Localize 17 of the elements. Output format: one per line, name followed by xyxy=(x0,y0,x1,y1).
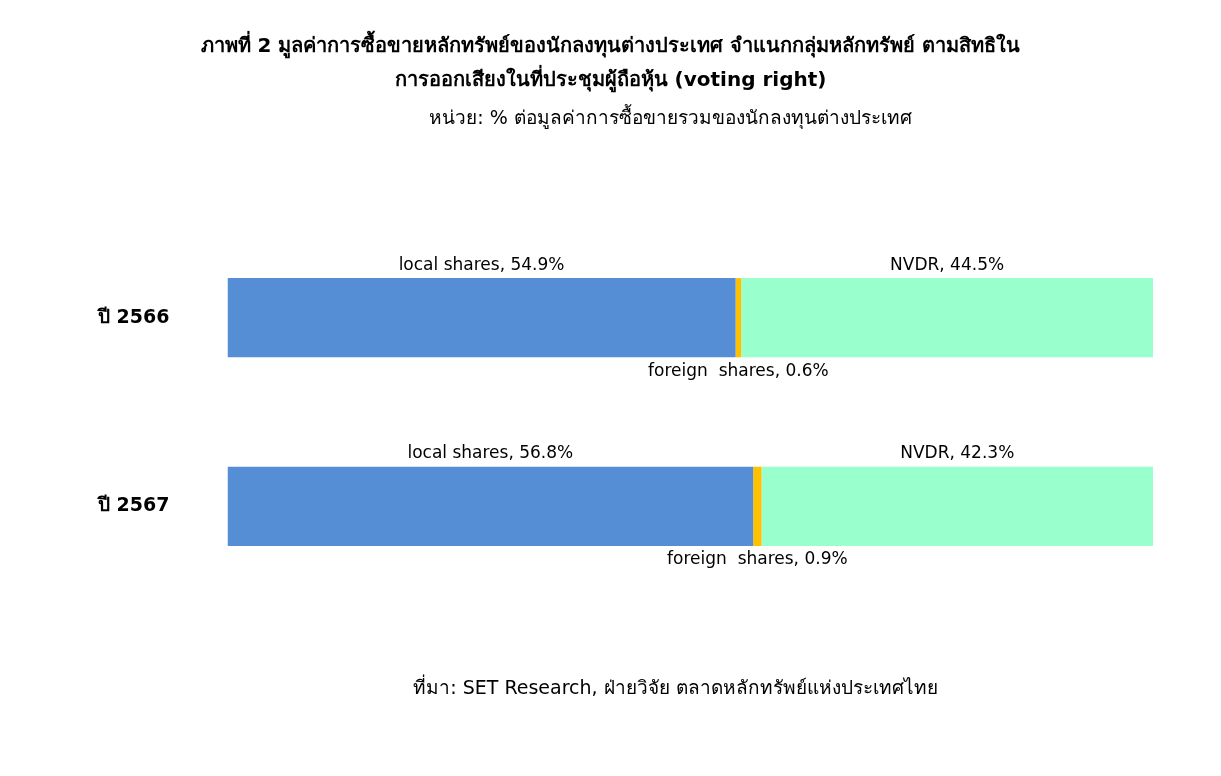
chart-subtitle: หน่วย: % ต่อมูลค่าการซื้อขายรวมของนักลงทุนต่างประเทศ xyxy=(428,103,913,131)
bar xyxy=(753,466,762,546)
data-label: local shares, 56.8% xyxy=(407,442,574,463)
chart-title: ภาพที่ 2 มูลค่าการซื้อขายหลักทรัพย์ของนักลงทุนต่างประเทศ จำแนกกลุ่มหลักทรัพย์ ตามสิทธิในการออกเสียงในที่ประชุมผู้ถือหุ้น (voting right) xyxy=(200,29,1021,95)
data-label: local shares, 54.9% xyxy=(398,253,565,274)
data-label: foreign shares, 0.6% xyxy=(648,359,829,380)
data-label: NVDR, 42.3% xyxy=(900,442,1015,463)
bar xyxy=(227,466,754,546)
data-label: NVDR, 44.5% xyxy=(890,253,1005,274)
bar xyxy=(741,278,1153,358)
text: ที่มา: SET Research, ฝ่ายวิจัย ตลาดหลักทรัพย์แห่งประเทศไทย xyxy=(412,673,939,700)
y-tick-label: ปี 2567 xyxy=(97,493,170,516)
data-label: foreign shares, 0.9% xyxy=(667,548,848,569)
bar xyxy=(761,466,1153,546)
y-tick-label: ปี 2566 xyxy=(97,304,170,327)
bar xyxy=(227,278,736,358)
bar xyxy=(735,278,742,358)
